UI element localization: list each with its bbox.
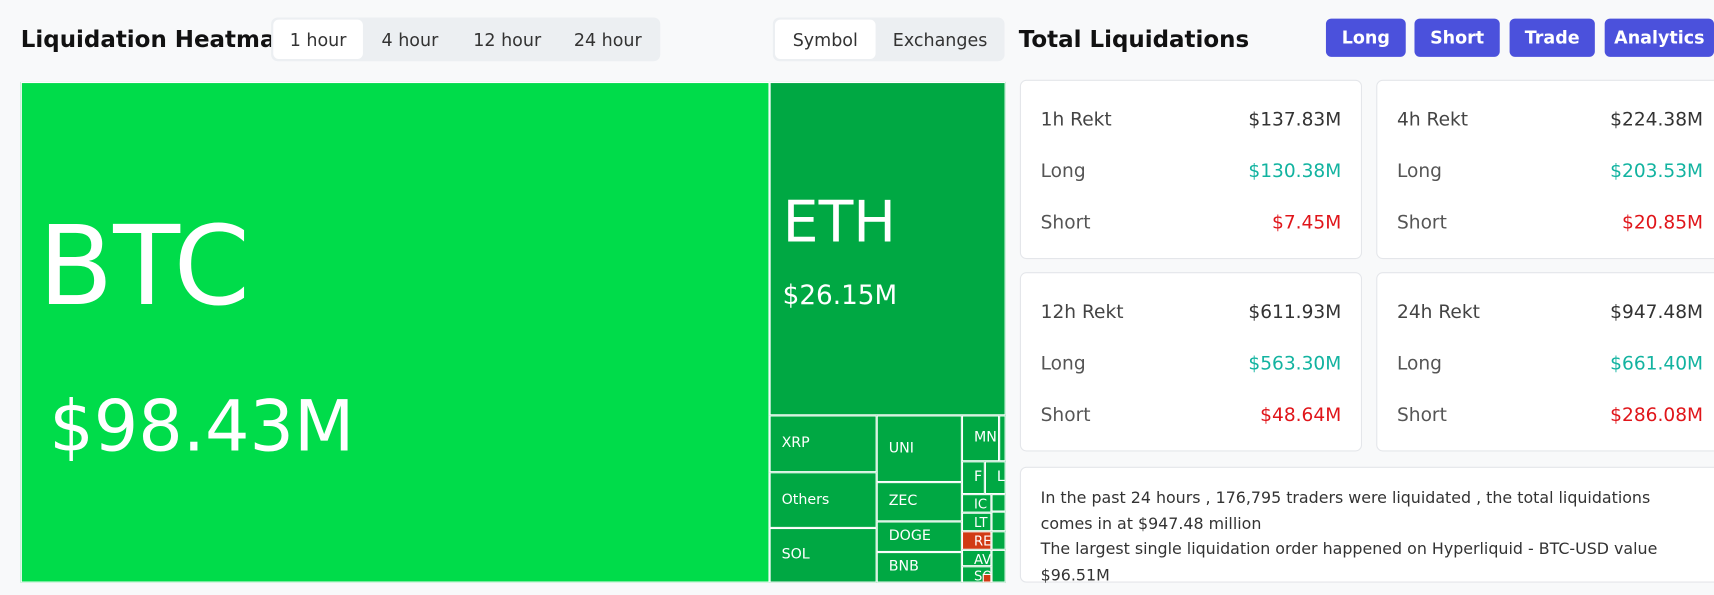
row-label: Long [1040,353,1086,375]
action-button[interactable]: Long [1325,18,1406,57]
rekt-card: 24h Rekt $947.48M Long $661.40M Short $286.08… [1376,272,1714,452]
action-button[interactable]: Trade [1509,18,1595,57]
tile-label: BNB [888,558,919,575]
treemap-tile[interactable]: F [961,461,985,495]
tile-label: RE [973,533,992,549]
row-value: $130.38M [1248,160,1342,183]
treemap-tile[interactable]: ZEC [876,482,962,522]
row-label: Short [1040,212,1091,234]
treemap-tile[interactable]: XRP [769,415,877,473]
row-value: $661.40M [1610,353,1704,375]
tile-label: IC [973,496,987,512]
row-label: Long [1040,160,1086,183]
rekt-card: 4h Rekt $224.38M Long $203.53M Short $20.85M [1376,79,1714,260]
row-value: $203.53M [1610,160,1704,183]
row-value: $563.30M [1248,353,1342,375]
tile-label: ZEC [888,492,918,510]
tile-label: ETH [782,190,897,256]
tile-label: LT [973,514,988,531]
card-total: $224.38M [1610,109,1704,132]
row-value: $48.64M [1260,404,1342,427]
card-title: 12h Rekt [1040,301,1124,324]
tile-label: UNI [888,439,914,457]
heatmap-title: Liquidation Heatmap [20,26,292,53]
row-label: Long [1396,160,1442,183]
treemap-tile[interactable]: AV [961,549,992,567]
view-toggle: Symbol Exchanges [772,17,1005,62]
rekt-card: 1h Rekt $137.83M Long $130.38M Short $7.45M [1019,79,1363,260]
tile-value: $98.43M [49,386,355,468]
tile-label: Others [781,491,830,508]
action-button[interactable]: Short [1414,18,1500,57]
tile-label: SOL [781,546,810,563]
treemap-filler [991,531,1006,550]
card-title: 4h Rekt [1396,109,1469,132]
row-label: Short [1396,404,1447,427]
card-title: 1h Rekt [1040,109,1112,132]
row-value: $7.45M [1272,212,1342,234]
card-total: $137.83M [1248,109,1342,132]
card-total: $947.48M [1610,301,1704,324]
treemap-tile[interactable]: LT [961,512,992,532]
treemap-filler [999,415,1006,462]
row-value: $286.08M [1610,404,1704,427]
view-tab[interactable]: Symbol [775,19,876,60]
time-tabs: 1 hour 4 hour 12 hour 24 hour [271,17,661,62]
treemap-filler [991,549,1006,583]
rekt-card: 12h Rekt $611.93M Long $563.30M Short $48.64M [1019,272,1363,452]
treemap-tile[interactable]: DOGE [876,521,962,553]
treemap-filler [991,494,1006,512]
time-tab[interactable]: 1 hour [273,19,363,60]
summary-line: In the past 24 hours , 176,795 traders w… [1040,489,1651,533]
row-label: Short [1396,212,1447,234]
treemap-tile[interactable]: L [984,461,1006,495]
summary-box: In the past 24 hours , 176,795 traders w… [1019,466,1714,584]
row-label: Long [1396,353,1442,375]
treemap-tile[interactable]: SOL [769,527,877,583]
summary-text: In the past 24 hours , 176,795 traders w… [1041,486,1697,589]
treemap-tile[interactable]: MN [961,415,1000,462]
treemap-tile[interactable]: ETH $26.15M [769,81,1006,416]
row-value: $20.85M [1622,212,1704,234]
summary-line: The largest single liquidation order hap… [1040,541,1658,585]
card-title: 24h Rekt [1396,301,1480,324]
time-tab[interactable]: 4 hour [381,28,439,50]
card-total: $611.93M [1248,301,1342,324]
tile-label: BTC [38,202,250,331]
treemap-tile[interactable]: IC [961,494,992,513]
treemap-tile[interactable]: Others [769,472,877,528]
treemap-tile[interactable]: BNB [876,552,962,583]
action-button[interactable]: Analytics [1604,18,1714,57]
tile-label: MN [973,429,997,446]
treemap-filler [991,511,1006,532]
tile-label: AV [973,552,992,567]
tile-label: DOGE [888,527,931,545]
tile-label: L [996,468,1005,486]
treemap-tile[interactable]: BTC $98.43M [20,81,770,583]
row-label: Short [1040,404,1091,427]
time-tab[interactable]: 24 hour [573,28,642,50]
view-tab[interactable]: Exchanges [892,28,988,50]
tile-value: $26.15M [782,279,898,311]
time-tab[interactable]: 12 hour [473,28,542,50]
treemap: BTC $98.43M ETH $26.15M XRP Others SOL UNI ZEC DO… [20,81,1006,583]
treemap-tile[interactable]: UNI [876,415,962,483]
tile-label: F [973,468,983,486]
treemap-tile[interactable]: RE [961,531,992,550]
tile-label: XRP [781,435,810,452]
treemap-filler [982,573,992,583]
panel-title: Total Liquidations [1018,26,1250,53]
